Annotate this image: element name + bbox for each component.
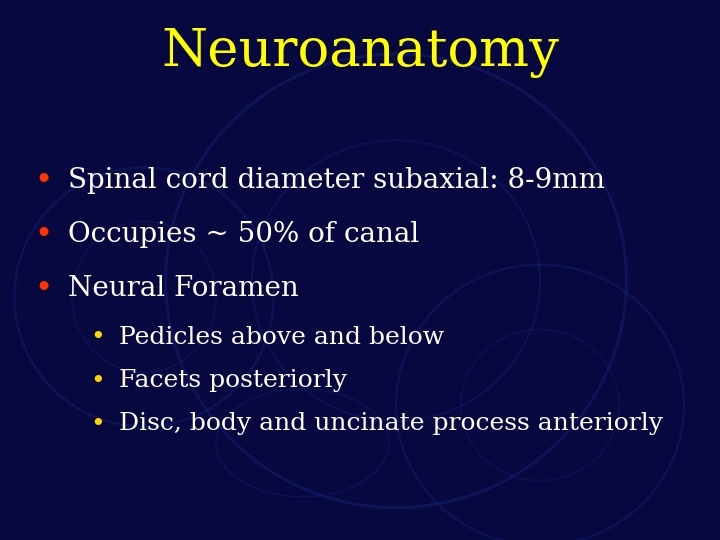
Text: Neural Foramen: Neural Foramen (68, 275, 299, 302)
Text: Neuroanatomy: Neuroanatomy (161, 27, 559, 78)
Text: •: • (90, 412, 104, 436)
Text: Spinal cord diameter subaxial: 8-9mm: Spinal cord diameter subaxial: 8-9mm (68, 167, 606, 194)
Text: •: • (34, 220, 53, 249)
Text: •: • (34, 166, 53, 195)
Text: Facets posteriorly: Facets posteriorly (119, 369, 347, 392)
Text: Disc, body and uncinate process anteriorly: Disc, body and uncinate process anterior… (119, 413, 663, 435)
Text: •: • (90, 326, 104, 349)
Text: •: • (34, 274, 53, 303)
Text: Occupies ~ 50% of canal: Occupies ~ 50% of canal (68, 221, 420, 248)
Text: Pedicles above and below: Pedicles above and below (119, 326, 444, 349)
Text: •: • (90, 369, 104, 393)
